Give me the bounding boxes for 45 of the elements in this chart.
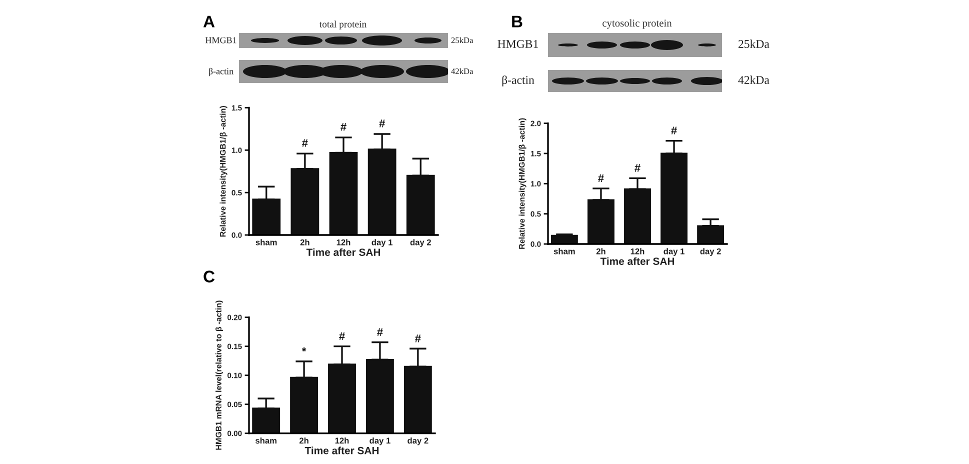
x-tick-label: day 1 [664,248,684,256]
text: 42kDa [451,68,474,74]
x-tick-label: sham [255,437,276,444]
y-axis-title: Relative intensity(HMGB1/β -actin) [220,106,228,237]
annotation: # [671,126,677,134]
annotation: # [302,139,308,147]
annotation: # [339,332,345,340]
chart-title: A [203,16,215,28]
chart-subtitle: cytosolic protein [602,19,672,29]
annotation: # [415,334,421,342]
annotation: # [379,120,385,128]
x-tick-label: sham [256,239,277,246]
x-tick-label: 12h [336,239,350,246]
chart-title: C [204,270,215,282]
text: β-actin [209,68,234,76]
x-tick-label: day 1 [372,239,392,247]
annotation: # [377,328,383,336]
annotation: # [634,164,640,172]
x-axis-title: Time after SAH [306,248,380,256]
annotation: # [340,123,346,131]
x-axis-title: Time after SAH [600,257,674,265]
text: HMGB1 [205,37,236,44]
annotation: # [598,174,604,182]
x-axis-title: Time after SAH [304,446,379,454]
x-tick-label: 12h [630,248,644,254]
x-tick-label: day 2 [410,239,431,247]
chart-title: B [512,16,522,28]
x-tick-label: day 1 [370,437,390,446]
x-tick-label: 12h [335,437,349,444]
x-tick-label: day 2 [700,248,721,256]
text: HMGB1 [498,40,538,48]
bar [550,234,578,244]
x-tick-label: sham [554,248,575,254]
y-axis-title: HMGB1 mRNA level(relative to β -actin) [216,300,224,450]
text: 25kDa [451,37,474,44]
x-tick-label: 2h [300,239,310,246]
text: 42kDa [738,76,770,84]
chart-subtitle: total protein [319,20,366,30]
annotation: * [302,347,306,352]
x-tick-label: day 2 [408,437,428,446]
text: β-actin [502,76,534,86]
y-axis-title: Relative intensity(HMGB1/β -actin) [518,118,526,249]
x-tick-label: 2h [299,437,308,444]
x-tick-label: 2h [596,248,606,254]
text: 25kDa [738,40,770,48]
